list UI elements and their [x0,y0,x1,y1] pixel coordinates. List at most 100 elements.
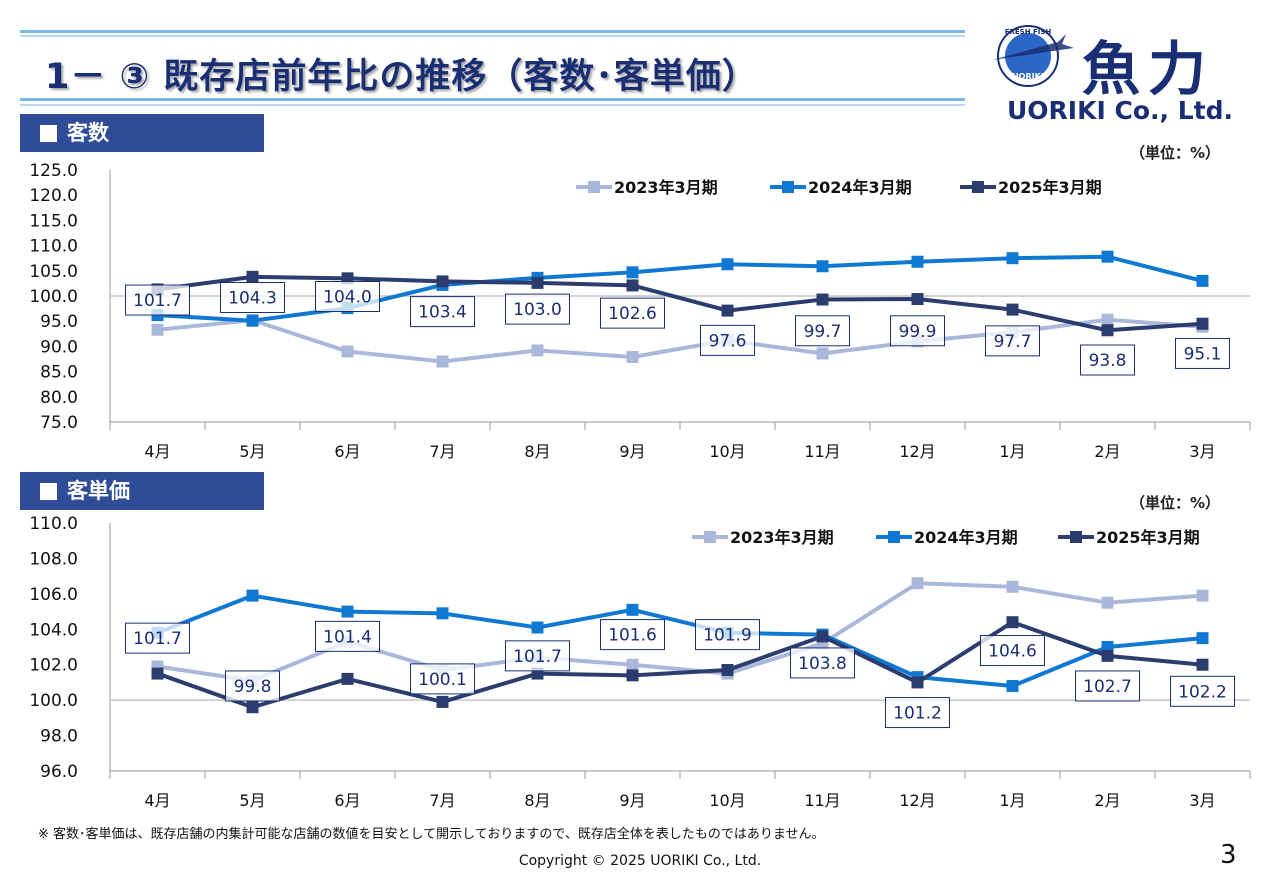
legend-label: 2024年3月期 [914,528,1018,547]
x-tick-label: 10月 [709,442,745,461]
x-tick-label: 2月 [1094,791,1120,810]
y-tick-label: 96.0 [40,762,78,782]
x-tick-label: 1月 [999,791,1025,810]
data-label-box [1170,675,1235,707]
data-label-box [220,282,285,314]
legend-swatch-marker [888,531,900,543]
y-tick-label: 90.0 [40,337,78,357]
data-label: 101.6 [608,626,657,646]
x-tick-label: 8月 [524,442,550,461]
data-point-marker [1006,580,1019,593]
data-label: 99.7 [804,322,842,342]
x-tick-label: 6月 [334,442,360,461]
unit-label-customers: （単位：%） [1130,144,1221,162]
y-tick-label: 102.0 [29,656,78,676]
x-tick-label: 5月 [239,791,265,810]
legend-label: 2023年3月期 [614,178,718,197]
page-number: 3 [1220,840,1237,870]
data-point-marker [151,323,164,336]
data-label-box [125,622,190,654]
y-tick-label: 104.0 [29,620,78,640]
page-title: 1－ ③ 既存店前年比の推移（客数･客単価） [45,57,758,97]
data-label-box [695,619,760,651]
data-point-marker [1196,589,1209,602]
x-tick-label: 4月 [144,442,170,461]
data-label: 101.7 [133,629,182,649]
x-tick-label: 3月 [1189,442,1215,461]
unit-price-chart: 110.0 108.0 106.0 104.0 102.0 100.0 98.0 96.0 4月… [29,514,1251,810]
legend-swatch-marker [1070,531,1082,543]
data-label-box [225,670,280,702]
data-label-box [885,697,950,729]
data-point-marker [721,258,734,271]
footnote: ※ 客数･客単価は、既存店舗の内集計可能な店舗の数値を目安として開示しております… [38,827,825,842]
data-point-marker [816,293,829,306]
square-bullet-icon [40,125,57,142]
x-tick-label: 11月 [804,791,840,810]
x-tick-label: 11月 [804,442,840,461]
section-header-unit-price: 客単価 [20,472,264,510]
legend-swatch-marker [972,181,984,193]
data-label: 101.7 [133,291,182,311]
section-title-customers: 客数 [67,121,109,145]
data-label: 100.1 [418,670,467,690]
data-point-marker [246,701,259,714]
x-tick-label: 4月 [144,791,170,810]
data-point-marker [246,589,259,602]
data-label: 101.2 [893,704,942,724]
data-point-marker [1101,324,1114,337]
x-tick-label: 7月 [429,791,455,810]
data-point-marker [626,658,639,671]
legend-label: 2023年3月期 [730,528,834,547]
legend-label: 2024年3月期 [808,178,912,197]
customers-chart: 125.0 120.0 115.0 110.0 105.0 100.0 95.0 90.0 85… [29,161,1251,461]
y-tick-label: 95.0 [40,312,78,332]
data-point-marker [721,304,734,317]
series-line [156,620,1203,710]
data-label: 99.9 [899,322,937,342]
legend-label: 2025年3月期 [998,178,1102,197]
data-point-marker [246,314,259,327]
data-point-marker [151,667,164,680]
data-point-marker [436,355,449,368]
data-point-marker [911,577,924,590]
x-tick-label: 12月 [899,442,935,461]
data-label: 101.4 [323,627,372,647]
data-label-box [1080,344,1135,376]
y-tick-label: 100.0 [29,287,78,307]
title-rule-bottom [20,98,965,101]
x-tick-label: 6月 [334,791,360,810]
title-rule-top [20,30,965,33]
data-label: 97.7 [994,332,1032,352]
y-tick-label: 98.0 [40,727,78,747]
data-point-marker [1101,649,1114,662]
y-tick-label: 85.0 [40,363,78,383]
data-label: 93.8 [1089,351,1127,371]
data-label: 101.9 [703,626,752,646]
x-tick-label: 2月 [1094,442,1120,461]
x-tick-label: 1月 [999,442,1025,461]
company-name: UORIKI Co., Ltd. [1007,96,1233,125]
data-point-marker [626,279,639,292]
data-label-box [410,663,475,695]
data-label: 103.4 [418,303,467,323]
data-point-marker [341,345,354,358]
data-point-marker [1196,274,1209,287]
square-bullet-icon [40,483,57,500]
data-point-marker [911,293,924,306]
data-point-marker [626,603,639,616]
data-point-marker [911,255,924,268]
data-point-marker [246,270,259,283]
data-point-marker [341,672,354,685]
data-label: 102.7 [1083,677,1132,697]
data-point-marker [1006,616,1019,629]
y-tick-label: 80.0 [40,388,78,408]
data-point-marker [341,605,354,618]
brand-logotype: 魚力 [1082,35,1215,103]
series-line [157,317,1203,364]
data-label: 101.7 [513,647,562,667]
data-point-marker [436,607,449,620]
x-tick-label: 5月 [239,442,265,461]
data-point-marker [911,676,924,689]
series-line [156,593,1203,688]
